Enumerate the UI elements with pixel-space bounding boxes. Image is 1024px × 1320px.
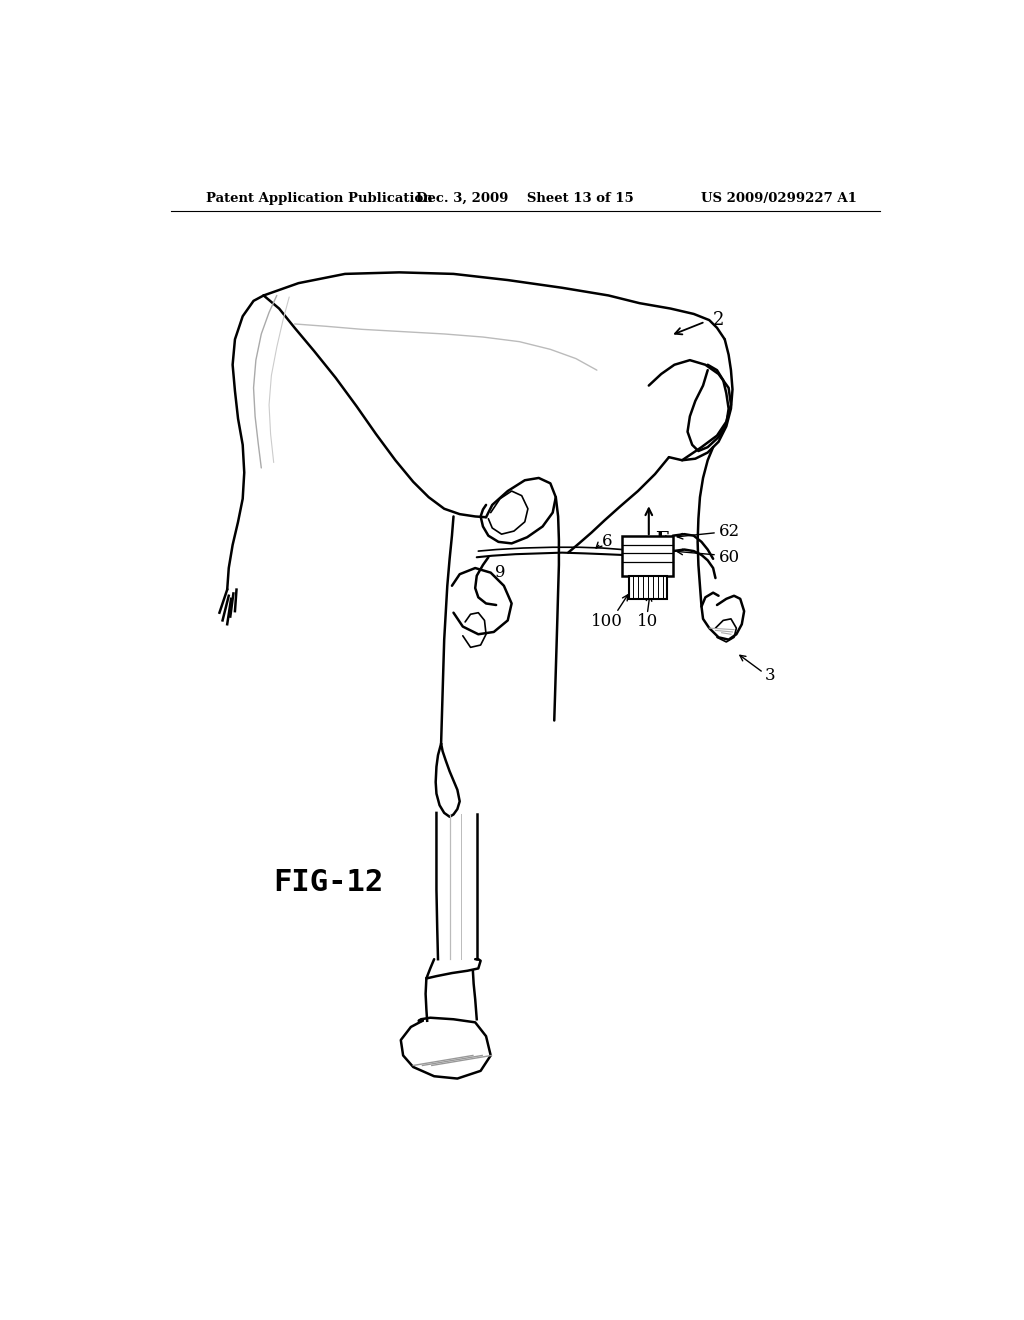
Text: 3: 3	[765, 668, 775, 684]
Text: 2: 2	[713, 312, 725, 329]
Text: 60: 60	[719, 549, 739, 566]
Text: F: F	[655, 531, 668, 549]
Text: US 2009/0299227 A1: US 2009/0299227 A1	[700, 191, 856, 205]
Text: 6: 6	[602, 533, 612, 550]
Text: FIG-12: FIG-12	[272, 867, 383, 896]
Text: Dec. 3, 2009    Sheet 13 of 15: Dec. 3, 2009 Sheet 13 of 15	[416, 191, 634, 205]
Text: 10: 10	[637, 614, 657, 631]
Bar	[629, 576, 668, 599]
Text: 100: 100	[591, 614, 623, 631]
Bar	[623, 536, 673, 576]
Text: Patent Application Publication: Patent Application Publication	[206, 191, 432, 205]
Text: 62: 62	[719, 523, 739, 540]
Text: 9: 9	[495, 564, 505, 581]
